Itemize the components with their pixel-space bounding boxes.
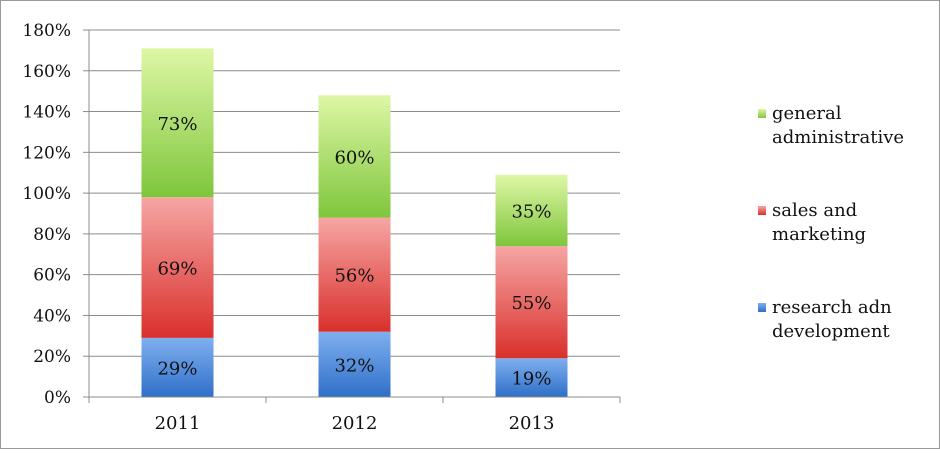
bar-segment	[141, 48, 214, 198]
axes	[88, 30, 621, 403]
legend-item: research adn development	[758, 297, 892, 342]
data-labels: 29% 69% 73% 32% 56% 60% 19% 55% 35%	[157, 114, 551, 390]
bar-segment	[495, 358, 568, 397]
bar-segment	[318, 217, 391, 332]
legend-swatch	[758, 206, 766, 215]
data-label: 69%	[157, 259, 197, 280]
x-category-label: 2012	[332, 413, 378, 434]
data-label: 55%	[511, 293, 551, 314]
legend-item: general administrative	[758, 103, 904, 148]
data-label: 73%	[157, 114, 197, 135]
data-label: 29%	[157, 358, 197, 379]
legend-label: research adn	[772, 297, 892, 318]
legend-label: sales and	[772, 200, 857, 221]
legend-label: general	[772, 103, 842, 124]
bar-segment	[141, 337, 214, 397]
bar-group	[141, 48, 568, 397]
x-category-label: 2011	[155, 413, 201, 434]
y-tick-label: 180%	[22, 21, 71, 41]
bar-segment	[495, 174, 568, 247]
y-tick-label: 20%	[33, 347, 71, 367]
legend-label: development	[772, 321, 890, 342]
y-tick-label: 0%	[44, 388, 71, 408]
data-label: 19%	[511, 369, 551, 390]
data-label: 60%	[334, 147, 374, 168]
bar-segment	[495, 246, 568, 359]
legend-item: sales and marketing	[758, 200, 866, 245]
legend-label: administrative	[772, 127, 904, 148]
bar-segment	[318, 95, 391, 218]
data-label: 35%	[511, 201, 551, 222]
data-label: 56%	[334, 266, 374, 287]
legend-swatch	[758, 109, 766, 118]
legend-swatch	[758, 303, 766, 312]
y-tick-label: 160%	[22, 62, 71, 82]
bar-segment	[318, 331, 391, 397]
y-tick-label: 40%	[33, 306, 71, 326]
x-axis-categories: 2011 2012 2013	[155, 413, 555, 434]
legend-label: marketing	[772, 224, 866, 245]
bar-segment	[141, 197, 214, 338]
y-axis-ticks: 0% 20% 40% 60% 80% 100% 120% 140% 160% 180%	[22, 21, 89, 408]
y-tick-label: 60%	[33, 266, 71, 286]
data-label: 32%	[334, 355, 374, 376]
y-tick-label: 100%	[22, 184, 71, 204]
y-tick-label: 140%	[22, 103, 71, 123]
legend: general administrative sales and marketing r…	[758, 103, 904, 342]
y-tick-label: 80%	[33, 225, 71, 245]
x-category-label: 2013	[509, 413, 555, 434]
y-tick-label: 120%	[22, 143, 71, 163]
